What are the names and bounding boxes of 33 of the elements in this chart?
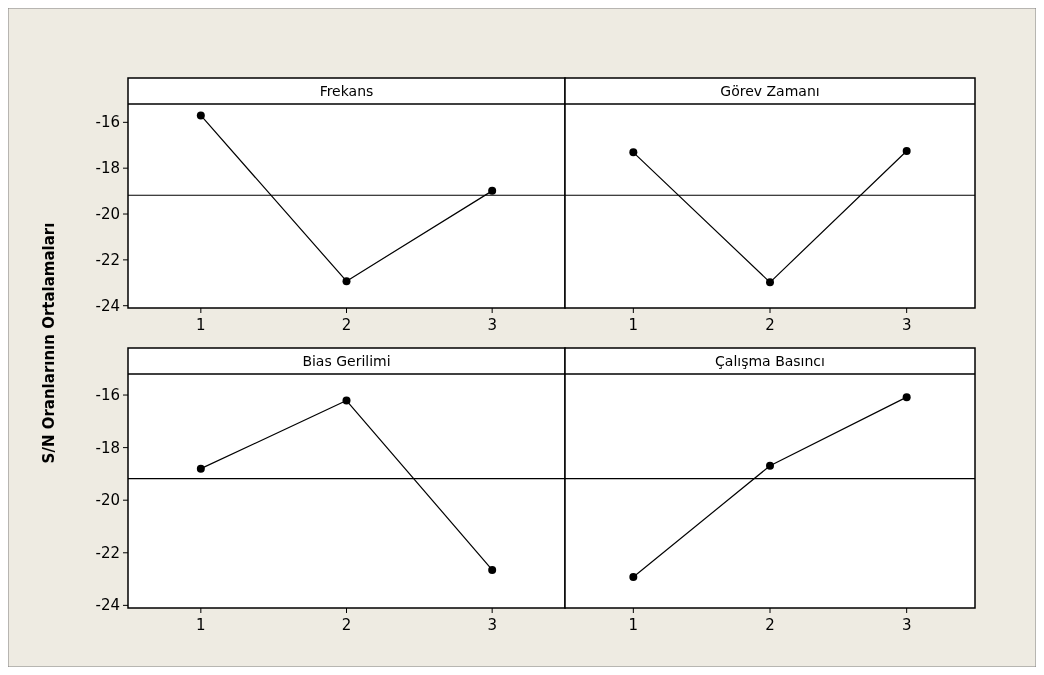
x-tick-label: 3	[487, 316, 497, 334]
y-tick-label: -24	[95, 296, 120, 315]
x-tick-label: 2	[341, 616, 352, 634]
x-tick-label: 1	[628, 616, 639, 634]
y-axis-title: S/N Oranlarının Ortalamaları	[40, 222, 58, 464]
y-tick-label: -18	[95, 438, 120, 457]
point	[196, 111, 205, 120]
x-tick-label: 3	[901, 616, 912, 634]
x-tick-label: 1	[196, 616, 206, 634]
y-tick-label: -18	[95, 159, 120, 178]
x-tick-label: 3	[901, 316, 912, 334]
chart-title: Frekans	[319, 83, 374, 99]
y-tick-label: -20	[95, 205, 120, 224]
point	[488, 186, 497, 195]
y-tick-label: -22	[95, 250, 120, 269]
y-tick-label: -16	[95, 113, 120, 132]
chart-title: Çalışma Basıncı	[715, 353, 825, 369]
y-tick-label: -24	[95, 596, 120, 615]
point	[342, 277, 351, 286]
y-tick-label: -16	[95, 386, 120, 405]
x-tick-label: 2	[341, 316, 352, 334]
x-tick-label: 2	[765, 316, 775, 334]
chart-title: Görev Zamanı	[720, 83, 820, 99]
x-tick-label: 2	[765, 616, 775, 634]
x-tick-label: 1	[196, 316, 206, 334]
y-tick-label: -20	[95, 491, 120, 510]
point	[488, 565, 497, 574]
point	[196, 464, 205, 473]
x-tick-label: 3	[487, 616, 497, 634]
y-tick-label: -22	[95, 543, 120, 562]
x-tick-label: 1	[628, 316, 639, 334]
chart-title: Bias Gerilimi	[302, 353, 391, 369]
point	[342, 396, 351, 405]
